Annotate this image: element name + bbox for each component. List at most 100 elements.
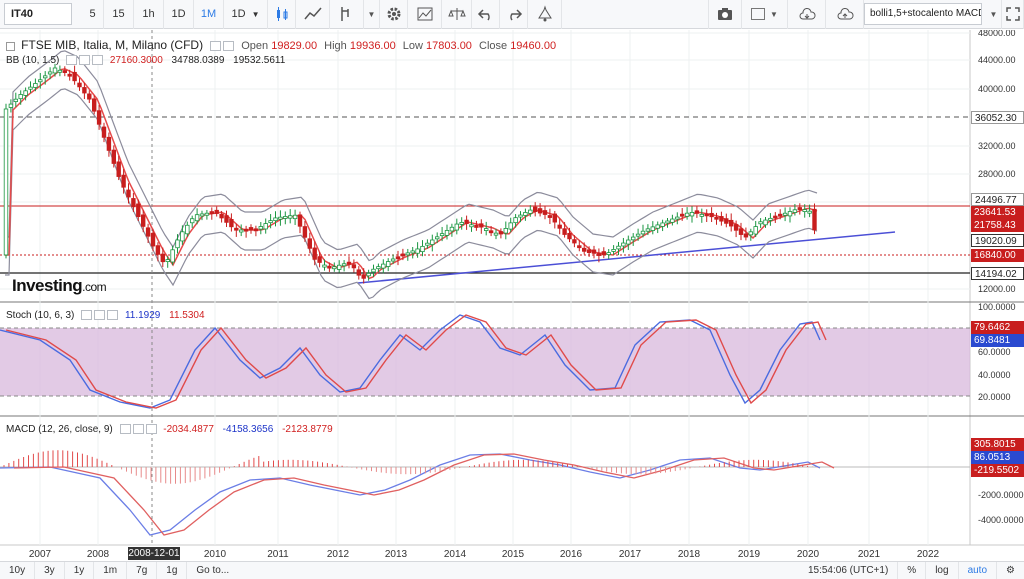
candle-body xyxy=(513,217,518,224)
layout-select[interactable]: ▼ xyxy=(742,0,788,29)
candle-body xyxy=(601,251,606,256)
camera-icon[interactable] xyxy=(708,0,742,29)
range-10y[interactable]: 10y xyxy=(0,561,36,579)
candle-body xyxy=(606,252,611,255)
candle-body xyxy=(503,228,508,234)
close-icon[interactable] xyxy=(145,424,157,435)
candle-body xyxy=(577,245,582,249)
candle-body xyxy=(640,230,646,235)
main-legend: FTSE MIB, Italia, M, Milano (CFD) Open 1… xyxy=(6,38,556,52)
legend-controls xyxy=(210,41,235,52)
compare-dropdown-icon[interactable]: ▼ xyxy=(364,0,380,29)
collapse-icon[interactable] xyxy=(6,41,15,51)
gear-icon[interactable] xyxy=(380,0,408,29)
eye-icon[interactable] xyxy=(81,310,93,321)
chart-canvas[interactable]: 2007 2008 2010 2011 2012 2013 2014 2015 2016 2017… xyxy=(0,30,1024,560)
clock-time[interactable]: 15:54:06 (UTC+1) xyxy=(799,561,899,579)
year-tick: 2021 xyxy=(858,549,881,560)
symbol-input[interactable]: IT40 xyxy=(4,3,72,25)
auto-toggle[interactable]: auto xyxy=(959,561,998,579)
chart-area[interactable]: 2007 2008 2010 2011 2012 2013 2014 2015 2016 2017… xyxy=(0,30,1024,560)
trendline-tag: 19020.09 xyxy=(971,234,1024,247)
indicators-icon[interactable] xyxy=(296,0,330,29)
cloud-load-icon[interactable] xyxy=(826,0,864,29)
range-1y[interactable]: 1y xyxy=(65,561,95,579)
candle-body xyxy=(439,233,445,237)
settings-icon[interactable] xyxy=(132,424,144,435)
candles-icon[interactable] xyxy=(268,0,296,29)
template-dropdown-icon[interactable]: ▼ xyxy=(986,0,1002,29)
chart-properties-icon[interactable] xyxy=(408,0,442,29)
candle-body xyxy=(273,217,278,222)
candle-body xyxy=(136,203,141,218)
bb-upper xyxy=(5,50,818,262)
candle-body xyxy=(395,256,401,260)
eye-icon[interactable] xyxy=(119,424,131,435)
percent-toggle[interactable]: % xyxy=(898,561,927,579)
template-select[interactable]: bolli1,5+stocalento MACD xyxy=(864,3,982,25)
interval-5[interactable]: 5 xyxy=(82,0,104,29)
settings-icon[interactable] xyxy=(223,41,235,52)
interval-15[interactable]: 15 xyxy=(104,0,134,29)
price-tick: 44000.00 xyxy=(978,55,1016,65)
candle-body xyxy=(415,248,420,254)
log-toggle[interactable]: log xyxy=(926,561,959,579)
bb-legend-controls xyxy=(66,55,104,66)
candle-body xyxy=(758,221,763,225)
candle-body xyxy=(92,98,97,112)
range-select[interactable]: 1D ▼ xyxy=(224,0,268,29)
undo-icon[interactable] xyxy=(472,0,500,29)
close-icon[interactable] xyxy=(92,55,104,66)
candle-body xyxy=(714,216,719,220)
candle-body xyxy=(28,86,33,90)
bb-lower-tag: 16840.00 xyxy=(971,249,1024,262)
redo-icon[interactable] xyxy=(500,0,528,29)
candle-body xyxy=(670,218,675,223)
settings-icon[interactable] xyxy=(94,310,106,321)
stoch-legend-controls xyxy=(81,310,119,321)
interval-1m[interactable]: 1M xyxy=(194,0,224,29)
bb-upper-tag: 23641.53 xyxy=(971,206,1024,219)
candle-body xyxy=(616,245,621,250)
goto-button[interactable]: Go to... xyxy=(196,564,230,576)
year-tick: 2022 xyxy=(917,549,940,560)
candle-body xyxy=(797,207,802,210)
alert-icon[interactable] xyxy=(528,0,562,29)
range-7g[interactable]: 7g xyxy=(127,561,158,579)
range-1m[interactable]: 1m xyxy=(94,561,128,579)
candle-body xyxy=(689,211,695,217)
interval-1h[interactable]: 1h xyxy=(134,0,164,29)
range-3y[interactable]: 3y xyxy=(35,561,65,579)
year-tick: 2011 xyxy=(267,549,289,560)
settings-icon[interactable] xyxy=(79,55,91,66)
compare-icon[interactable] xyxy=(330,0,364,29)
candle-body xyxy=(729,219,734,227)
range-1g[interactable]: 1g xyxy=(157,561,188,579)
candle-body xyxy=(464,219,469,224)
year-tick: 2017 xyxy=(619,549,642,560)
candle-body xyxy=(243,228,249,232)
candle-body xyxy=(297,214,303,227)
fullscreen-icon[interactable] xyxy=(1002,0,1024,29)
chart-settings-icon[interactable]: ⚙ xyxy=(1006,564,1015,576)
interval-1d[interactable]: 1D xyxy=(164,0,194,29)
cloud-save-icon[interactable] xyxy=(788,0,826,29)
candle-body xyxy=(655,224,660,229)
bb-lower xyxy=(5,88,818,300)
candle-body xyxy=(327,265,332,269)
hline-tag-3: 14194.02 xyxy=(971,267,1024,280)
price-tick: 40000.00 xyxy=(978,84,1016,94)
symbol-title: FTSE MIB, Italia, M, Milano (CFD) xyxy=(21,38,204,52)
logo-suffix: .com xyxy=(82,280,107,294)
price-tick: 32000.00 xyxy=(978,141,1016,151)
candle-body xyxy=(140,214,146,227)
eye-icon[interactable] xyxy=(66,55,78,66)
year-tick: 2012 xyxy=(327,549,350,560)
stoch-d-value: 11.5304 xyxy=(169,310,205,321)
close-icon[interactable] xyxy=(107,310,119,321)
candle-body xyxy=(209,211,214,214)
macd-tick: -4000.0000 xyxy=(978,515,1024,525)
candle-body xyxy=(351,264,357,269)
scale-icon[interactable] xyxy=(442,0,472,29)
eye-icon[interactable] xyxy=(210,41,222,52)
